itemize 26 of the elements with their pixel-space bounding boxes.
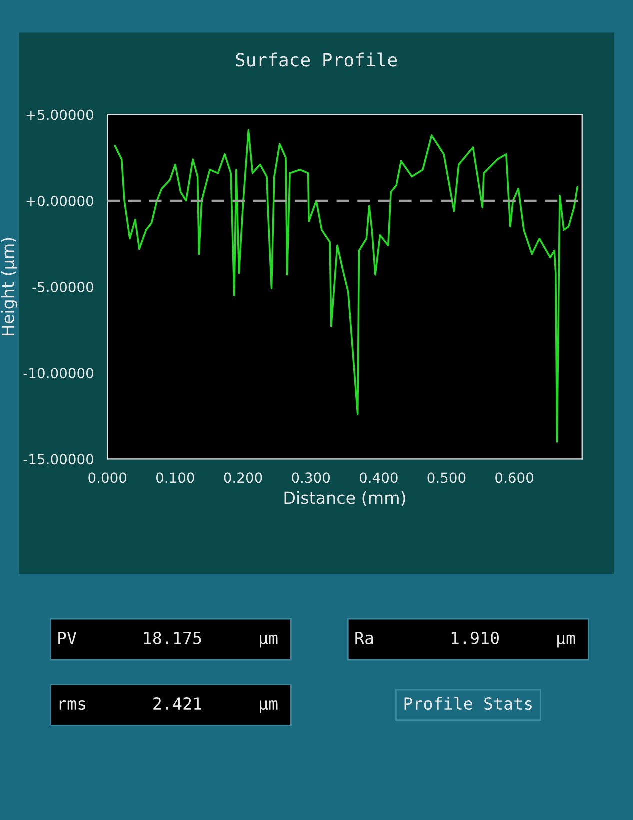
y-tick-label: +5.00000 <box>26 110 94 120</box>
text: rms <box>60 700 86 710</box>
x-tick-label: 0.500 <box>428 472 466 484</box>
text: µm <box>558 634 576 648</box>
text: Ra <box>356 632 374 644</box>
x-tick-label: 0.600 <box>496 472 534 484</box>
line-series <box>114 129 579 443</box>
text: 18.175 <box>144 632 202 644</box>
y-tick-label: -10.00000 <box>24 368 94 379</box>
y-axis-title: Height (µm) <box>1 238 18 336</box>
text: µm <box>260 700 278 714</box>
y-tick-label: -5.00000 <box>32 282 94 292</box>
x-tick-label: 0.000 <box>88 472 127 484</box>
chart-title: Surface Profile <box>236 52 397 67</box>
text: µm <box>260 634 278 648</box>
x-tick-label: 0.200 <box>224 472 262 484</box>
y-tick-label: -15.00000 <box>24 454 94 465</box>
x-tick-label: 0.300 <box>292 472 330 484</box>
text: 2.421 <box>154 697 202 710</box>
x-tick-label: 0.400 <box>360 472 398 484</box>
y-tick-label: +0.00000 <box>26 196 94 206</box>
x-axis-title: Distance (mm) <box>284 491 406 506</box>
x-tick-label: 0.100 <box>156 472 194 484</box>
text: PV <box>58 632 77 644</box>
text: 1.910 <box>452 632 499 644</box>
text: Profile Stats <box>404 697 532 710</box>
